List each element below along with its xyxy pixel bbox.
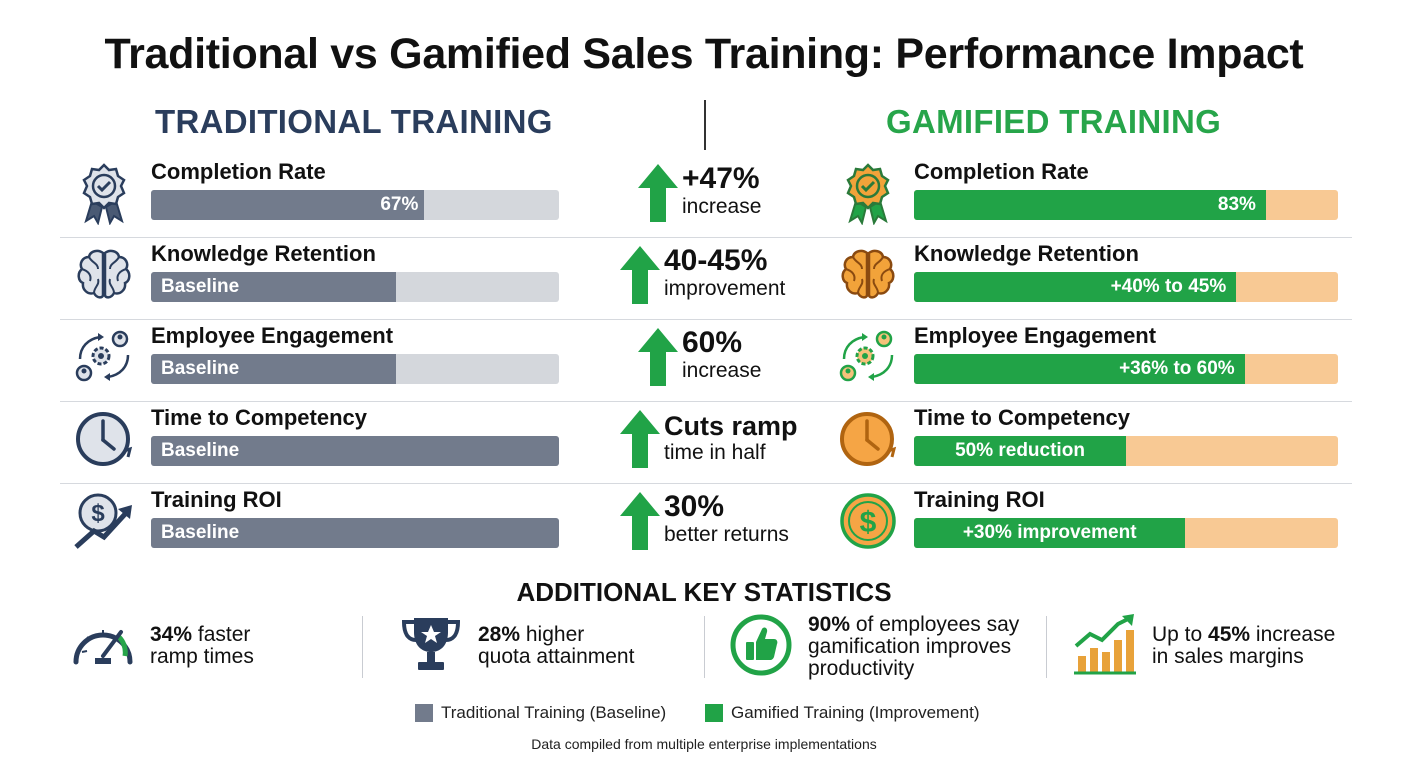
traditional-bar-fill: Baseline: [151, 518, 559, 548]
gamified-metric-label: Completion Rate: [914, 159, 1089, 184]
row-separator: [60, 483, 1352, 484]
additional-stats-title: ADDITIONAL KEY STATISTICS: [516, 577, 892, 607]
legend: Traditional Training (Baseline) Gamified…: [0, 703, 1408, 725]
metric-row: $ Training ROI Baseline 30% better returns…: [60, 484, 1352, 566]
svg-text:$: $: [860, 506, 877, 539]
gamified-bar-fill: 50% reduction: [914, 436, 1126, 466]
metric-row: Knowledge Retention Baseline 40-45% improv…: [60, 238, 1352, 320]
legend-label-gamified: Gamified Training (Improvement): [731, 703, 980, 722]
up-arrow-icon: [620, 246, 660, 304]
traditional-bar-fill: Baseline: [151, 272, 396, 302]
gamified-metric-label: Time to Competency: [914, 405, 1130, 430]
row-separator: [60, 319, 1352, 320]
legend-traditional: Traditional Training (Baseline): [415, 703, 666, 723]
stat-separator: [1046, 616, 1047, 678]
change-value: 30%: [664, 490, 725, 523]
column-divider: [704, 100, 706, 150]
stat-separator: [362, 616, 363, 678]
change-caption: increase: [682, 195, 762, 218]
traditional-bar-fill: 67%: [151, 190, 425, 220]
change-caption: time in half: [664, 441, 766, 464]
traditional-metric-label: Completion Rate: [151, 159, 326, 184]
gamified-metric-label: Knowledge Retention: [914, 241, 1139, 266]
change-caption: increase: [682, 359, 762, 382]
stat-productivity: 90% of employees say gamification improv…: [728, 612, 1038, 684]
change-caption: improvement: [664, 277, 786, 300]
traditional-metric-label: Training ROI: [151, 487, 282, 512]
gamified-bar-track: 83%: [914, 190, 1338, 220]
gamified-bar-track: +40% to 45%: [914, 272, 1338, 302]
up-arrow-icon: [638, 328, 678, 386]
stat-margins: Up to 45% increase in sales margins: [1070, 612, 1370, 684]
gamified-bar-fill: +40% to 45%: [914, 272, 1237, 302]
stat-separator: [704, 616, 705, 678]
gamified-metric-label: Training ROI: [914, 487, 1045, 512]
gamified-bar-track: 50% reduction: [914, 436, 1338, 466]
metric-row: Completion Rate 67% +47% increase Completi…: [60, 156, 1352, 238]
gamified-bar-fill: 83%: [914, 190, 1266, 220]
legend-swatch-gamified: [705, 704, 723, 722]
footnote: Data compiled from multiple enterprise i…: [531, 736, 877, 752]
traditional-column-heading: TRADITIONAL TRAINING: [155, 103, 553, 140]
row-separator: [60, 401, 1352, 402]
up-arrow-icon: [620, 492, 660, 550]
traditional-bar-track: 67%: [151, 190, 559, 220]
clock-icon: [836, 407, 900, 471]
traditional-bar-track: Baseline: [151, 436, 559, 466]
clock-icon: [72, 407, 136, 471]
up-arrow-icon: [620, 410, 660, 468]
gamified-bar-fill: +36% to 60%: [914, 354, 1245, 384]
stat-productivity-text: 90% of employees say gamification improv…: [808, 613, 1020, 680]
svg-text:$: $: [91, 500, 105, 527]
traditional-bar-track: Baseline: [151, 272, 559, 302]
brain-icon: [72, 243, 136, 307]
change-value: 60%: [682, 326, 743, 359]
up-arrow-icon: [638, 164, 678, 222]
legend-label-traditional: Traditional Training (Baseline): [441, 703, 667, 722]
thumbs-up-icon: [730, 614, 792, 676]
engagement-cycle-icon: [836, 325, 900, 389]
traditional-bar-track: Baseline: [151, 518, 559, 548]
stat-quota-text: 28% higher quota attainment: [478, 623, 635, 668]
traditional-bar-fill: Baseline: [151, 354, 396, 384]
metric-row: Time to Competency Baseline Cuts ramp time…: [60, 402, 1352, 484]
dollar-coin-icon: $: [836, 489, 900, 553]
gamified-bar-fill: +30% improvement: [914, 518, 1186, 548]
row-separator: [60, 237, 1352, 238]
speedometer-icon: [73, 630, 133, 665]
dollar-growth-icon: $: [72, 489, 136, 553]
change-value: Cuts ramp: [664, 411, 798, 441]
award-badge-icon: [836, 161, 900, 225]
stat-ramp-times: 34% faster ramp times: [70, 612, 350, 684]
gamified-metric-label: Employee Engagement: [914, 323, 1157, 348]
change-value: +47%: [682, 162, 760, 195]
legend-swatch-traditional: [415, 704, 433, 722]
stat-margins-text: Up to 45% increase in sales margins: [1152, 623, 1336, 668]
traditional-metric-label: Knowledge Retention: [151, 241, 376, 266]
stat-quota: 28% higher quota attainment: [398, 612, 688, 684]
award-badge-icon: [72, 161, 136, 225]
brain-icon: [836, 243, 900, 307]
page-title: Traditional vs Gamified Sales Training: …: [104, 30, 1304, 78]
gamified-bar-track: +36% to 60%: [914, 354, 1338, 384]
traditional-metric-label: Employee Engagement: [151, 323, 394, 348]
gamified-bar-track: +30% improvement: [914, 518, 1338, 548]
traditional-bar-fill: Baseline: [151, 436, 559, 466]
change-caption: better returns: [664, 523, 789, 546]
metric-row: Employee Engagement Baseline 60% increase …: [60, 320, 1352, 402]
trophy-icon: [401, 618, 461, 670]
change-value: 40-45%: [664, 244, 768, 277]
bar-chart-growth-icon: [1074, 614, 1136, 675]
traditional-metric-label: Time to Competency: [151, 405, 367, 430]
gamified-column-heading: GAMIFIED TRAINING: [886, 103, 1222, 140]
stat-ramp-text: 34% faster ramp times: [150, 623, 254, 668]
legend-gamified: Gamified Training (Improvement): [705, 703, 979, 723]
engagement-cycle-icon: [72, 325, 136, 389]
traditional-bar-track: Baseline: [151, 354, 559, 384]
